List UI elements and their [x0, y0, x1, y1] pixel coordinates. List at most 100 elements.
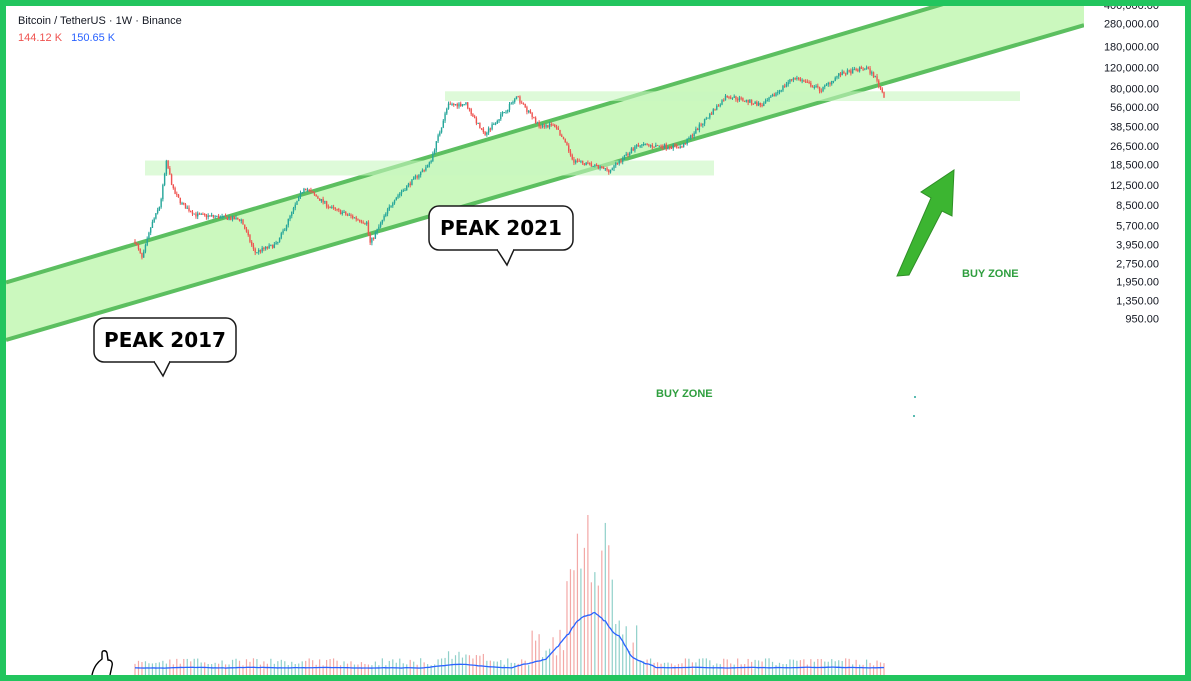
candle-body: [771, 94, 774, 97]
candle-body: [576, 160, 579, 162]
volume-bar: [200, 662, 202, 675]
candle-body: [451, 104, 453, 106]
candle-body: [437, 135, 439, 142]
volume-bar: [566, 581, 568, 675]
volume-bar: [771, 661, 774, 675]
candle-body: [409, 183, 411, 185]
chart-canvas[interactable]: 1,300,000.00900,000.00600,000.00400,000.…: [6, 6, 1185, 675]
buy-zone-1: [145, 160, 714, 176]
volume-bar: [524, 660, 526, 675]
candle-body: [860, 67, 863, 69]
candle-body: [336, 209, 338, 211]
price-tick-label: 18,500.00: [1110, 160, 1159, 172]
candle-body: [264, 246, 267, 249]
candle-body: [848, 70, 850, 72]
candle-body: [508, 104, 511, 110]
volume-bar: [486, 660, 488, 675]
peak-2021-callout[interactable]: PEAK 2021: [428, 205, 574, 267]
candle-body: [545, 125, 547, 127]
volume-bar: [618, 620, 620, 675]
volume-bar: [712, 665, 714, 675]
candle-body: [418, 175, 420, 178]
candle-body: [719, 104, 721, 106]
candle-body: [540, 126, 542, 128]
candle-body: [789, 79, 791, 83]
candle-body: [700, 124, 702, 126]
candle-body: [240, 219, 242, 221]
candle-body: [698, 124, 701, 131]
candle-body: [726, 95, 728, 97]
candle-body: [318, 198, 321, 201]
candle-body: [632, 148, 634, 151]
volume-bar: [862, 664, 864, 675]
candle-body: [463, 104, 465, 106]
candle-body: [864, 68, 866, 70]
volume-bar: [778, 662, 781, 675]
volume-bar: [608, 545, 610, 675]
volume-bar: [179, 663, 181, 675]
interval[interactable]: 1W: [115, 15, 133, 27]
volume-bar: [190, 661, 192, 675]
candle-body: [784, 85, 786, 87]
candle-body: [327, 206, 330, 208]
candle-body: [517, 96, 519, 98]
candle-body: [569, 151, 572, 155]
symbol-line[interactable]: Bitcoin / TetherUS · 1W · Binance: [18, 15, 182, 27]
candle-body: [263, 247, 265, 249]
volume-bar: [587, 515, 589, 675]
candle-body: [221, 216, 223, 218]
candle-body: [756, 102, 758, 106]
candle-body: [501, 112, 504, 115]
candle-body: [249, 235, 251, 242]
price-axis-bg: [1084, 6, 1185, 675]
candle-body: [493, 123, 495, 125]
candle-body: [822, 86, 824, 91]
candle-body: [750, 99, 753, 104]
volume-bar: [249, 661, 251, 675]
candle-body: [578, 160, 580, 162]
volume-bar: [646, 659, 648, 675]
candle-body: [526, 107, 528, 112]
candle-body: [426, 164, 429, 168]
volume-bar: [622, 634, 624, 675]
candle-body: [662, 146, 664, 149]
candle-body: [510, 103, 512, 105]
price-tick-label: 1,950.00: [1116, 276, 1159, 288]
candle-body: [203, 213, 206, 215]
volume-bar: [663, 662, 666, 675]
candle-body: [547, 125, 549, 128]
candle-body: [707, 117, 709, 119]
candle-body: [505, 111, 507, 113]
price-tick-label: 1,350.00: [1116, 295, 1159, 307]
candle-body: [723, 100, 725, 102]
candle-body: [176, 193, 178, 195]
candle-body: [372, 238, 375, 240]
candle-body: [831, 80, 833, 85]
candle-body: [367, 222, 370, 235]
candle-body: [170, 174, 173, 185]
candle-body: [181, 203, 183, 205]
volume-bar: [538, 634, 540, 675]
volume-bar: [399, 658, 401, 675]
candle-body: [149, 227, 152, 233]
price-axis[interactable]: 1,300,000.00900,000.00600,000.00400,000.…: [1084, 6, 1185, 675]
volume-bar: [155, 662, 157, 675]
candle-body: [574, 160, 577, 163]
volume-bar: [507, 658, 509, 675]
candle-body: [592, 165, 594, 167]
candle-body: [399, 193, 401, 196]
volume-bar: [437, 659, 439, 675]
candle-body: [613, 165, 615, 169]
candle-body: [277, 241, 279, 243]
candle-body: [334, 207, 337, 210]
candle-body: [515, 96, 518, 100]
volume-bar: [357, 664, 359, 675]
candle-body: [136, 243, 138, 245]
peak-2017-callout[interactable]: PEAK 2017: [93, 317, 237, 378]
candle-body: [282, 230, 284, 234]
volume-bar: [730, 663, 732, 675]
candle-body: [879, 85, 882, 89]
candle-body: [484, 131, 486, 135]
candle-body: [754, 102, 756, 104]
candle-body: [146, 238, 148, 246]
